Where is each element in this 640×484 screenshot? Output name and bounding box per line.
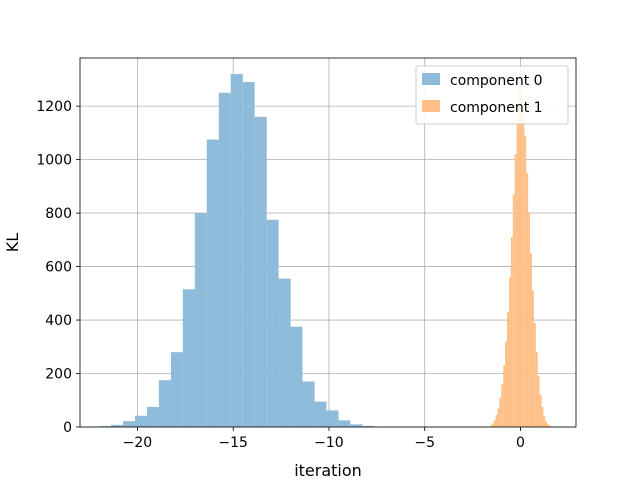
- histogram-bar-component-0: [303, 382, 315, 427]
- y-tick-label: 800: [45, 206, 72, 222]
- histogram-bar-component-1: [507, 312, 509, 427]
- histogram-bar-component-1: [501, 384, 503, 427]
- histogram-bar-component-0: [123, 421, 135, 427]
- histogram-bar-component-0: [279, 279, 291, 427]
- x-tick-label: −5: [414, 435, 435, 451]
- histogram-bar-component-1: [496, 415, 498, 427]
- x-tick-label: −20: [123, 435, 153, 451]
- x-axis-label: iteration: [294, 461, 362, 480]
- histogram-bar-component-1: [542, 407, 544, 427]
- histogram-bar-component-1: [543, 416, 545, 427]
- legend-swatch-component-0: [422, 73, 440, 85]
- legend-label-component-1: component 1: [450, 100, 543, 116]
- legend-swatch-component-1: [422, 100, 440, 112]
- x-tick-label: 0: [516, 435, 525, 451]
- histogram-bar-component-0: [183, 289, 195, 427]
- histogram-bar-component-1: [515, 154, 517, 427]
- y-tick-label: 1000: [36, 153, 72, 169]
- histogram-bar-component-0: [315, 402, 327, 427]
- histogram-bar-component-0: [326, 410, 338, 427]
- x-tick-label: −10: [314, 435, 344, 451]
- histogram-bar-component-1: [503, 366, 505, 428]
- histogram-bar-component-0: [231, 74, 243, 427]
- histogram-bar-component-1: [526, 173, 528, 427]
- histogram-bar-component-1: [545, 422, 547, 427]
- histogram-bar-component-0: [135, 416, 147, 427]
- y-tick-label: 0: [63, 420, 72, 436]
- histogram-bar-component-1: [522, 106, 524, 427]
- histogram-bar-component-1: [528, 213, 530, 427]
- histogram-bar-component-0: [243, 82, 255, 427]
- histogram-bar-component-1: [530, 253, 532, 427]
- histogram-bar-component-1: [547, 424, 549, 427]
- histogram-bar-component-0: [219, 93, 231, 427]
- histogram-bar-component-1: [540, 395, 542, 427]
- histogram-bar-component-1: [532, 291, 534, 427]
- histogram-bar-component-1: [538, 376, 540, 427]
- histogram-bar-component-1: [534, 323, 536, 427]
- histogram-bar-component-1: [517, 117, 519, 427]
- histogram-bar-component-1: [497, 408, 499, 427]
- histogram-bar-component-1: [524, 136, 526, 427]
- histogram-bar-component-0: [159, 380, 171, 427]
- histogram-bar-component-0: [147, 407, 159, 427]
- y-tick-label: 200: [45, 367, 72, 383]
- y-tick-label: 400: [45, 313, 72, 329]
- histogram-bar-component-0: [291, 327, 303, 427]
- histogram-bar-component-0: [171, 352, 183, 427]
- histogram-bar-component-1: [536, 352, 538, 427]
- histogram-bar-component-1: [492, 424, 494, 427]
- histogram-bar-component-0: [195, 213, 207, 427]
- legend-label-component-0: component 0: [450, 73, 543, 89]
- histogram-bar-component-1: [513, 194, 515, 427]
- histogram-bar-component-0: [207, 140, 219, 427]
- histogram-bar-component-0: [350, 424, 362, 427]
- legend: component 0 component 1: [416, 66, 568, 124]
- histogram-bar-component-1: [511, 237, 513, 427]
- histogram-bar-component-1: [499, 398, 501, 427]
- y-tick-label: 1200: [36, 99, 72, 115]
- histogram-bar-component-0: [339, 420, 351, 427]
- x-tick-label: −15: [218, 435, 248, 451]
- histogram-bar-component-1: [494, 420, 496, 427]
- y-tick-label: 600: [45, 260, 72, 276]
- histogram-bar-component-1: [520, 79, 522, 427]
- histogram-bar-component-1: [505, 341, 507, 427]
- histogram-bar-component-0: [267, 220, 279, 427]
- y-axis-label: KL: [3, 233, 22, 252]
- histogram-bar-component-1: [519, 90, 521, 427]
- histogram-bar-component-0: [255, 117, 267, 427]
- histogram-bar-component-1: [509, 277, 511, 427]
